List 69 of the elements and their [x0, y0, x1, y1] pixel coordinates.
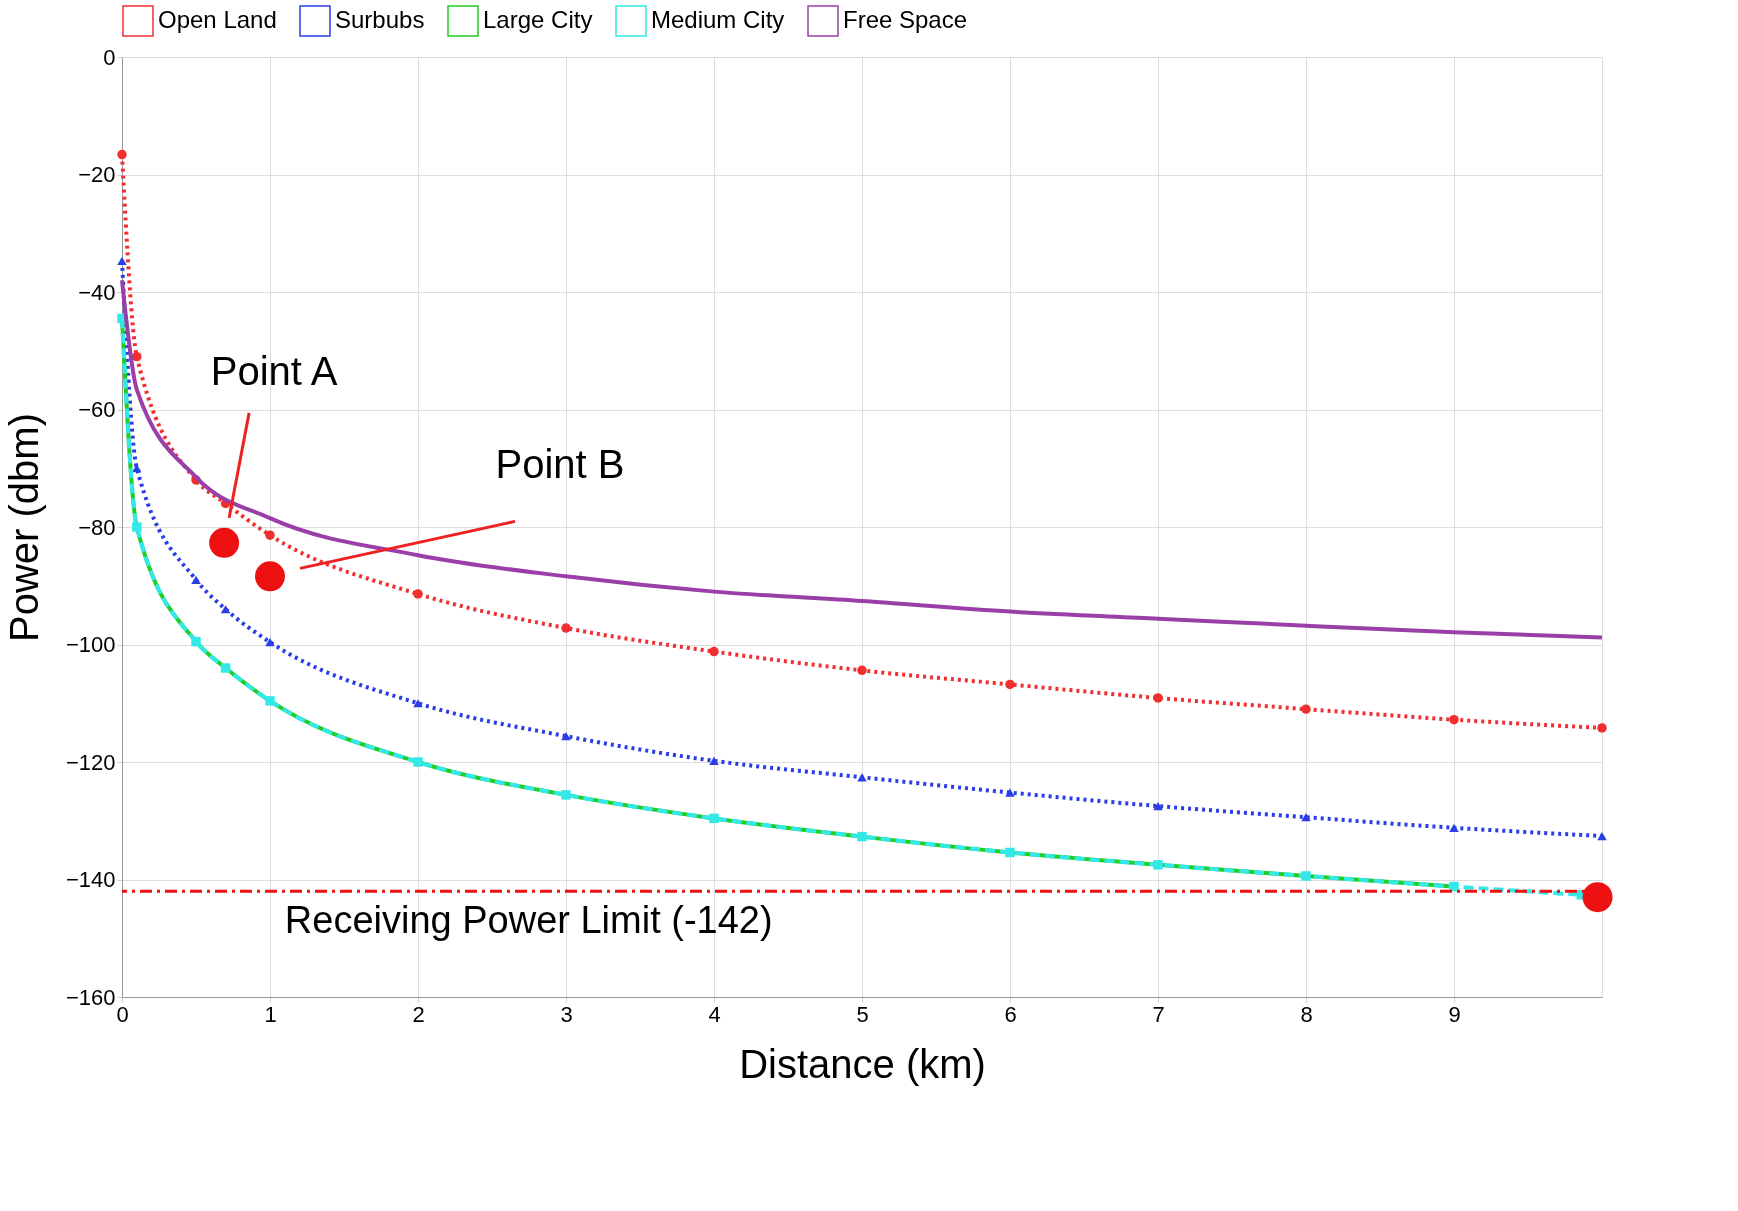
point	[255, 561, 285, 592]
ref-line-label: Receiving Power Limit (-142)	[284, 899, 773, 942]
line-series	[120, 278, 1604, 640]
point	[1005, 679, 1015, 690]
point	[857, 831, 867, 842]
point	[1582, 882, 1613, 913]
point	[132, 351, 142, 362]
point	[561, 623, 571, 633]
point	[1597, 831, 1607, 841]
y-tick-label: −80	[78, 514, 116, 540]
legend-label: Large City	[483, 6, 593, 33]
point	[709, 813, 719, 824]
point	[1153, 801, 1163, 811]
point	[1301, 813, 1311, 822]
point	[265, 638, 275, 647]
point	[191, 575, 201, 584]
y-tick-label: −100	[65, 632, 116, 657]
legend-label: Free Space	[843, 6, 968, 33]
point	[1005, 788, 1015, 797]
point	[117, 149, 127, 160]
point	[265, 530, 275, 540]
point	[1597, 723, 1607, 733]
point	[1153, 860, 1163, 870]
point	[709, 646, 719, 657]
point	[132, 522, 142, 532]
y-tick-label: −120	[65, 749, 116, 775]
x-tick-label: 7	[1152, 1001, 1165, 1027]
y-tick-label: −40	[78, 279, 116, 305]
y-tick-label: 0	[103, 44, 116, 70]
point	[209, 527, 240, 558]
x-tick-label: 1	[264, 1001, 277, 1027]
point	[1005, 847, 1015, 858]
point	[220, 605, 231, 614]
y-tick-label: −140	[65, 867, 116, 892]
point	[561, 732, 571, 741]
y-axis-title: Power (dbm)	[1, 413, 46, 642]
x-tick-label: 6	[1004, 1001, 1017, 1027]
point	[709, 756, 719, 765]
point	[561, 790, 571, 800]
x-tick-label: 5	[856, 1001, 869, 1027]
legend-label: Open Land	[158, 6, 277, 33]
point	[220, 663, 231, 673]
point	[857, 665, 867, 676]
x-tick-label: 3	[560, 1001, 573, 1027]
point	[1449, 714, 1459, 725]
point	[265, 696, 275, 706]
point	[413, 589, 423, 599]
annotation: Point A	[210, 348, 338, 393]
x-tick-label: 4	[708, 1001, 721, 1027]
point	[413, 757, 423, 767]
point	[117, 256, 127, 265]
x-tick-label: 2	[412, 1001, 425, 1027]
x-tick-label: 9	[1448, 1001, 1461, 1027]
y-tick-label: −20	[78, 162, 116, 187]
x-tick-label: 8	[1300, 1001, 1313, 1027]
point	[1301, 871, 1311, 881]
y-tick-label: −60	[78, 397, 116, 422]
point	[857, 773, 867, 782]
x-axis-title: Distance (km)	[739, 1041, 986, 1086]
point	[1153, 693, 1163, 703]
point	[1449, 823, 1459, 832]
point	[191, 636, 201, 647]
point	[413, 699, 423, 708]
legend-label: Medium City	[651, 6, 785, 33]
legend-label: Surbubs	[335, 6, 425, 33]
point	[1301, 704, 1311, 714]
y-tick-label: −160	[65, 984, 116, 1010]
annotation: Point B	[495, 442, 625, 487]
point	[1449, 881, 1459, 892]
